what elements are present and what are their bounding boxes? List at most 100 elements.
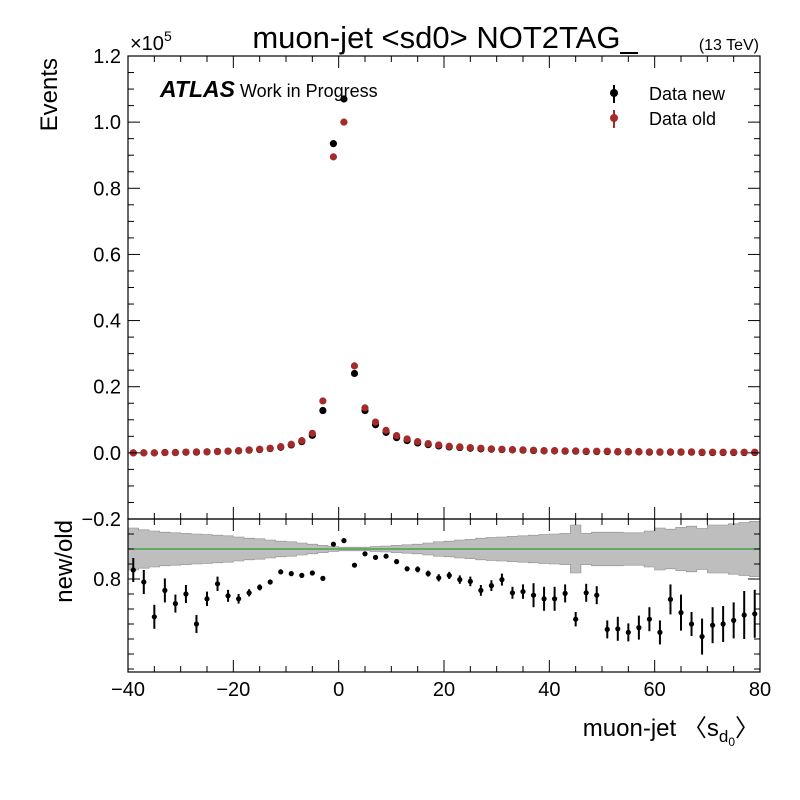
data-point-old: [182, 448, 190, 456]
ratio-point: [183, 591, 189, 597]
legend-marker-old: [610, 114, 618, 122]
y-exponent: ×105: [130, 28, 172, 55]
lower-panel-frame: [127, 518, 761, 673]
data-point-old: [519, 446, 527, 454]
ratio-point: [225, 593, 231, 599]
x-tick-label: 20: [433, 679, 455, 701]
ratio-point: [488, 583, 494, 589]
x-tick-label: −40: [111, 679, 145, 701]
ratio-point: [372, 554, 379, 561]
ratio-point: [636, 625, 642, 631]
data-point-old: [140, 449, 148, 457]
legend: Data new Data old: [610, 84, 726, 129]
data-point-old: [329, 153, 337, 161]
ratio-point: [625, 629, 631, 636]
data-point-old: [161, 448, 169, 457]
upper-y-axis-label: Events: [36, 58, 63, 131]
data-point-old: [371, 418, 380, 426]
data-point-new: [350, 369, 359, 378]
ratio-point: [151, 614, 157, 620]
data-point-old: [393, 432, 401, 440]
ratio-point: [457, 577, 463, 583]
ratio-point: [530, 592, 537, 598]
ratio-point: [425, 571, 431, 577]
data-point-old: [709, 448, 717, 456]
ratio-point: [172, 601, 178, 607]
plot-title: muon-jet <sd0> NOT2TAG_: [252, 20, 638, 55]
ratio-point: [246, 590, 252, 596]
ratio-point: [520, 589, 526, 595]
data-point-new: [340, 95, 348, 103]
data-point-old: [624, 447, 632, 456]
data-point-old: [319, 397, 327, 405]
ratio-point: [330, 541, 336, 547]
ratio-point: [214, 581, 221, 587]
ratio-point: [699, 634, 705, 640]
x-tick-label: 60: [644, 679, 666, 701]
data-point-old: [266, 444, 274, 452]
data-point-old: [614, 447, 622, 456]
data-point-old: [719, 448, 727, 456]
y-tick-label: 0.0: [93, 443, 121, 465]
ratio-point: [657, 629, 663, 636]
ratio-y-tick-label: 0.8: [93, 569, 121, 591]
ratio-point: [162, 587, 168, 594]
ratio-point: [667, 596, 674, 603]
x-axis-label: muon-jet 〈sd0〉: [583, 715, 759, 749]
x-tick-label: 0: [333, 679, 344, 701]
energy-label: (13 TeV): [699, 37, 759, 54]
data-point-old: [245, 446, 253, 454]
data-point-old: [487, 445, 495, 453]
axis-ticks: −40 −20 0 20 40 60 80 −0.2 0.0 0.2 0.4 0.6 0.8 1.0 1.2…: [82, 46, 772, 701]
data-point-old: [213, 447, 222, 456]
ratio-point: [688, 621, 695, 627]
ratio-point: [351, 562, 358, 568]
ratio-point: [720, 621, 726, 627]
data-point-old: [361, 404, 369, 412]
ratio-point: [562, 590, 568, 597]
ratio-point: [541, 596, 547, 602]
ratio-point: [478, 587, 484, 594]
data-point-old: [150, 449, 158, 457]
data-point-old: [298, 437, 306, 445]
ratio-point: [288, 571, 294, 577]
ratio-point: [678, 610, 684, 616]
ratio-point: [415, 566, 421, 573]
y-tick-label: 0.4: [93, 311, 121, 333]
data-point-old: [529, 446, 538, 454]
ratio-point: [573, 616, 579, 622]
ratio-point: [741, 612, 747, 618]
ratio-point: [362, 551, 368, 557]
y-tick-label: 0.8: [93, 178, 121, 200]
data-point-old: [456, 443, 464, 451]
ratio-point: [499, 577, 505, 583]
ratio-point: [752, 611, 758, 617]
ratio-point: [710, 622, 716, 628]
data-point-old: [224, 447, 232, 455]
data-point-old: [277, 442, 285, 451]
ratio-point: [236, 596, 242, 602]
ratio-point: [257, 584, 263, 591]
ratio-point: [130, 567, 136, 573]
data-point-old: [477, 444, 485, 452]
data-point-old: [582, 447, 590, 455]
data-point-old: [445, 442, 453, 450]
lower-y-axis-label: new/old: [51, 520, 78, 603]
x-tick-label: −20: [216, 679, 250, 701]
data-point-old: [424, 440, 432, 448]
data-point-old: [540, 446, 548, 455]
data-point-old: [645, 448, 654, 456]
data-point-old: [350, 362, 359, 370]
data-point-old: [551, 446, 559, 455]
ratio-point: [731, 617, 737, 624]
ratio-point: [299, 572, 305, 579]
data-point-old: [751, 448, 759, 456]
data-point-old: [593, 447, 601, 455]
upper-data-layer: [129, 95, 759, 457]
data-point-old: [235, 446, 243, 455]
data-point-old: [730, 448, 738, 456]
data-point-old: [308, 429, 316, 437]
data-point-old: [466, 443, 474, 452]
ratio-point: [278, 569, 284, 575]
ratio-point: [309, 570, 315, 576]
